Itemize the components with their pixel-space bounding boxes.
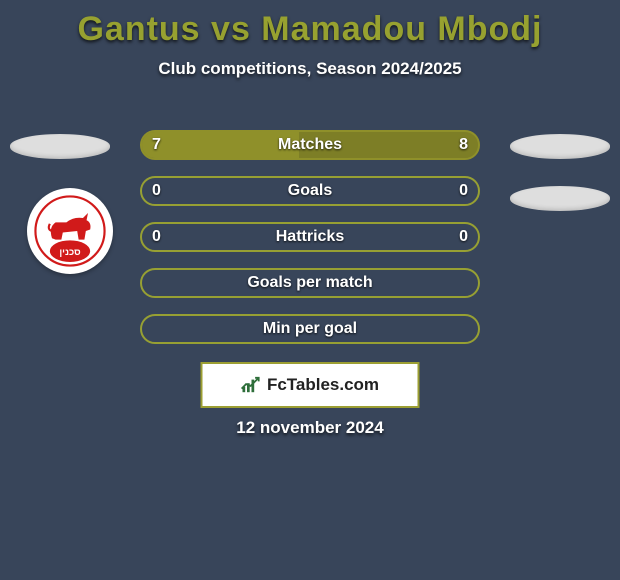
stat-row-goals: 0 Goals 0 [140, 176, 480, 206]
stat-label: Matches [278, 136, 342, 154]
stats-panel: 7 Matches 8 0 Goals 0 0 Hattricks 0 Goal… [140, 130, 480, 360]
player-right-avatar [510, 134, 610, 159]
stat-fill [142, 132, 299, 158]
stat-row-goals-per-match: Goals per match [140, 268, 480, 298]
stat-left-value: 7 [152, 132, 161, 158]
footer-site-text: FcTables.com [267, 375, 379, 395]
stat-label: Goals per match [247, 274, 372, 292]
page-subtitle: Club competitions, Season 2024/2025 [0, 59, 620, 79]
footer-date: 12 november 2024 [0, 418, 620, 438]
stat-left-value: 0 [152, 224, 161, 250]
club-logo-text: סכנין [59, 247, 81, 257]
stat-row-hattricks: 0 Hattricks 0 [140, 222, 480, 252]
page-title: Gantus vs Mamadou Mbodj [0, 10, 620, 49]
player-right-avatar-2 [510, 186, 610, 211]
player-left-avatar [10, 134, 110, 159]
footer-attribution: FcTables.com [201, 362, 420, 408]
club-logo: סכנין [27, 188, 113, 274]
chart-icon [241, 376, 263, 394]
stat-label: Goals [288, 182, 332, 200]
stat-row-min-per-goal: Min per goal [140, 314, 480, 344]
stat-row-matches: 7 Matches 8 [140, 130, 480, 160]
stat-label: Min per goal [263, 320, 357, 338]
stat-left-value: 0 [152, 178, 161, 204]
stat-right-value: 0 [459, 178, 468, 204]
stat-label: Hattricks [276, 228, 344, 246]
stat-right-value: 8 [459, 132, 468, 158]
club-logo-svg: סכנין [34, 195, 106, 267]
stat-right-value: 0 [459, 224, 468, 250]
